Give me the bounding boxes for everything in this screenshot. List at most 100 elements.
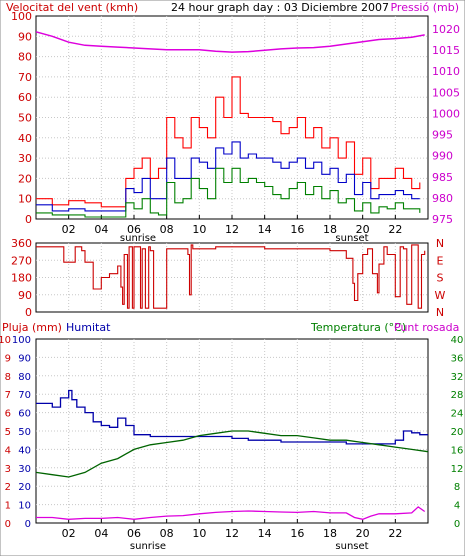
x-tick-label: 08 <box>160 527 174 540</box>
temperature-tick-label: 8 <box>454 482 460 493</box>
humidity-tick-label: 10 <box>18 501 31 512</box>
rain-axis-title: Pluja (mm) <box>2 321 62 334</box>
humidity-tick-label: 40 <box>18 445 31 456</box>
temperature-tick-label: 40 <box>451 335 464 346</box>
direction-degree-label: 180 <box>11 272 32 285</box>
rain-tick-label: 10 <box>0 335 11 346</box>
rain-tick-label: 1 <box>5 501 11 512</box>
temperature-tick-label: 4 <box>454 501 460 512</box>
wind-tick-label: 80 <box>18 51 32 64</box>
temperature-tick-label: 36 <box>451 353 464 364</box>
humidity-axis-title: Humitat <box>66 321 111 334</box>
humidity-tick-label: 70 <box>18 390 31 401</box>
x-tick-label: 10 <box>192 527 206 540</box>
pressure-tick-label: 1010 <box>432 65 460 78</box>
sunrise-label-bottom: sunrise <box>130 541 166 552</box>
pressure-axis: 975 980 985 990 995 1000 1005 1010 1015 1020 <box>432 23 460 226</box>
rain-tick-label: 9 <box>5 353 11 364</box>
wind-tick-label: 100 <box>11 10 32 23</box>
x-tick-label: 02 <box>62 223 76 236</box>
pressure-tick-label: 990 <box>432 150 453 163</box>
dew_point-line <box>36 506 426 520</box>
temperature-tick-label: 16 <box>451 445 464 456</box>
direction-degree-label: 90 <box>18 289 32 302</box>
direction-degree-label: 270 <box>11 254 32 267</box>
wind-tick-label: 40 <box>18 132 32 145</box>
compass-label: S <box>437 272 444 285</box>
pressure-line <box>35 31 425 53</box>
humidity-temperature-panel: Pluja (mm) Humitat Temperatura (°C) Punt… <box>0 321 463 552</box>
rain-tick-label: 2 <box>5 482 11 493</box>
pressure-tick-label: 975 <box>432 213 453 226</box>
humidity-tick-label: 90 <box>18 353 31 364</box>
x-tick-label: 04 <box>94 527 108 540</box>
direction-degree-label: 0 <box>25 306 32 319</box>
chart-title: 24 hour graph day : 03 Diciembre 2007 <box>171 1 389 14</box>
humidity-temperature-series <box>35 389 429 520</box>
pressure-tick-label: 1005 <box>432 86 460 99</box>
humidity-tick-label: 100 <box>12 335 31 346</box>
x-tick-label: 16 <box>290 527 304 540</box>
temperature-tick-label: 12 <box>451 464 464 475</box>
x-tick-label: 12 <box>225 527 239 540</box>
rain-tick-label: 6 <box>5 409 11 420</box>
temperature-tick-label: 32 <box>451 372 464 383</box>
x-tick-label: 18 <box>323 223 337 236</box>
pressure-tick-label: 1000 <box>432 107 460 120</box>
temperature-axis: 0 4 8 12 16 20 24 28 32 36 40 <box>451 335 464 530</box>
direction-degree-label: 360 <box>11 237 32 250</box>
x-tick-label: 04 <box>94 223 108 236</box>
x-tick-label: 18 <box>323 527 337 540</box>
direction-line <box>36 244 426 309</box>
pressure-tick-label: 1020 <box>432 23 460 36</box>
humidity-tick-label: 0 <box>25 519 31 530</box>
x-tick-label: 12 <box>225 223 239 236</box>
wind-tick-label: 90 <box>18 30 32 43</box>
wind-tick-label: 60 <box>18 91 32 104</box>
pressure-tick-label: 1015 <box>432 44 460 57</box>
x-tick-label: 06 <box>127 527 141 540</box>
wind-pressure-series <box>35 31 425 218</box>
wind_min-line <box>36 167 421 218</box>
wind-tick-label: 20 <box>18 172 32 185</box>
wind-tick-label: 50 <box>18 112 32 125</box>
hour-axis-top: 02 04 06 08 10 12 14 16 18 20 22 <box>62 215 402 236</box>
wind-axis-title: Velocitat del vent (kmh) <box>6 1 138 14</box>
compass-label: N <box>436 306 444 319</box>
sunrise-label-top: sunrise <box>120 233 156 244</box>
x-tick-label: 22 <box>388 527 402 540</box>
humidity-tick-label: 80 <box>18 372 31 383</box>
x-tick-label: 08 <box>160 223 174 236</box>
x-tick-label: 20 <box>356 223 370 236</box>
temperature-line <box>35 430 429 478</box>
sunset-label-top: sunset <box>335 233 368 244</box>
wind-tick-label: 70 <box>18 71 32 84</box>
temperature-tick-label: 28 <box>451 390 464 401</box>
x-tick-label: 22 <box>388 223 402 236</box>
direction-degrees-axis: 0 90 180 270 360 <box>11 237 32 319</box>
x-tick-label: 06 <box>127 223 141 236</box>
x-tick-label: 14 <box>258 223 272 236</box>
wind_avg-line <box>36 141 420 212</box>
x-tick-label: 20 <box>356 527 370 540</box>
wind-tick-label: 10 <box>18 193 32 206</box>
temperature-tick-label: 24 <box>451 409 464 420</box>
temperature-tick-label: 0 <box>454 519 460 530</box>
rain-tick-label: 4 <box>5 445 11 456</box>
pressure-tick-label: 980 <box>432 192 453 205</box>
wind-tick-label: 30 <box>18 152 32 165</box>
humidity-tick-label: 30 <box>18 464 31 475</box>
compass-label: W <box>435 289 446 302</box>
humidity-tick-label: 20 <box>18 482 31 493</box>
direction-series <box>36 244 426 309</box>
rain-tick-label: 3 <box>5 464 11 475</box>
sunset-label-bottom: sunset <box>335 541 368 552</box>
rain-tick-label: 5 <box>5 427 11 438</box>
temperature-tick-label: 20 <box>451 427 464 438</box>
pressure-axis-title: Pressió (mb) <box>390 1 459 14</box>
humidity-tick-label: 50 <box>18 427 31 438</box>
